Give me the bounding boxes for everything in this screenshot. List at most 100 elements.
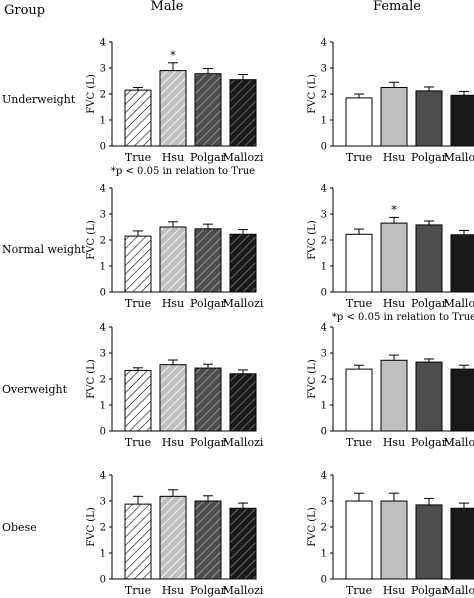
y-tick-label: 3: [100, 210, 106, 221]
y-axis-label: FVC (L): [307, 220, 318, 260]
y-tick-label: 1: [100, 401, 106, 412]
y-axis-label: FVC (L): [86, 220, 97, 260]
x-tick-label-true: True: [346, 297, 372, 310]
x-tick-label-polgar: Polgar: [411, 436, 448, 449]
y-tick-label: 1: [321, 549, 327, 560]
x-tick-label-hsu: Hsu: [383, 297, 405, 310]
y-tick-label: 0: [321, 575, 327, 586]
bar-polgar: [194, 73, 222, 147]
x-tick-label-mallozi: Mallozi: [223, 584, 264, 597]
significance-note: *p < 0.05 in relation to True: [111, 166, 255, 177]
y-tick-label: 4: [321, 38, 327, 49]
bar-true: [124, 89, 152, 147]
bar-mallozi: [229, 373, 257, 432]
bar-polgar: [415, 224, 443, 293]
y-tick-label: 4: [100, 471, 106, 482]
x-tick-label-hsu: Hsu: [383, 584, 405, 597]
y-axis-label: FVC (L): [86, 507, 97, 547]
bar-hsu: [380, 222, 408, 293]
y-tick-label: 3: [321, 349, 327, 360]
bar-hsu: [380, 359, 408, 432]
y-tick-label: 1: [321, 262, 327, 273]
row-label-normal-weight: Normal weight: [2, 243, 86, 256]
bar-mallozi: [229, 507, 257, 580]
y-tick-label: 1: [100, 549, 106, 560]
bar-hsu: [159, 364, 187, 432]
y-tick-label: 2: [100, 90, 106, 101]
bar-true: [124, 369, 152, 432]
row-label-obese: Obese: [2, 521, 37, 534]
y-tick-label: 4: [321, 323, 327, 334]
bar-true: [124, 503, 152, 580]
x-tick-label-hsu: Hsu: [383, 436, 405, 449]
x-tick-label-hsu: Hsu: [162, 151, 184, 164]
header-female: Female: [373, 0, 421, 14]
y-tick-label: 3: [100, 64, 106, 75]
x-tick-label-polgar: Polgar: [190, 584, 227, 597]
y-tick-label: 1: [100, 262, 106, 273]
x-tick-label-true: True: [125, 436, 151, 449]
x-tick-label-polgar: Polgar: [411, 297, 448, 310]
y-tick-label: 3: [100, 349, 106, 360]
bar-true: [345, 233, 373, 293]
bar-polgar: [415, 504, 443, 580]
significance-marker: *: [391, 203, 397, 216]
bar-polgar: [415, 90, 443, 147]
header-group: Group: [4, 3, 45, 18]
y-tick-label: 2: [100, 236, 106, 247]
bar-true: [124, 235, 152, 293]
y-tick-label: 0: [100, 288, 106, 299]
bar-hsu: [159, 495, 187, 580]
y-tick-label: 4: [100, 184, 106, 195]
y-tick-label: 0: [321, 427, 327, 438]
x-tick-label-mallozi: Mallozi: [444, 436, 474, 449]
significance-marker: *: [170, 49, 176, 62]
row-label-overweight: Overweight: [2, 383, 68, 396]
y-tick-label: 2: [321, 90, 327, 101]
x-tick-label-mallozi: Mallozi: [223, 151, 264, 164]
x-tick-label-true: True: [346, 436, 372, 449]
x-tick-label-hsu: Hsu: [162, 584, 184, 597]
bar-hsu: [159, 226, 187, 293]
x-tick-label-mallozi: Mallozi: [223, 436, 264, 449]
x-tick-label-hsu: Hsu: [383, 151, 405, 164]
bar-true: [345, 97, 373, 147]
x-tick-label-hsu: Hsu: [162, 436, 184, 449]
y-axis-label: FVC (L): [307, 74, 318, 114]
x-tick-label-polgar: Polgar: [190, 436, 227, 449]
x-tick-label-true: True: [125, 151, 151, 164]
y-axis-label: FVC (L): [307, 359, 318, 399]
bar-mallozi: [450, 234, 474, 293]
x-tick-label-polgar: Polgar: [411, 584, 448, 597]
y-axis-label: FVC (L): [86, 359, 97, 399]
x-tick-label-polgar: Polgar: [411, 151, 448, 164]
x-tick-label-mallozi: Mallozi: [223, 297, 264, 310]
x-tick-label-mallozi: Mallozi: [444, 584, 474, 597]
y-tick-label: 0: [321, 288, 327, 299]
y-tick-label: 1: [100, 116, 106, 127]
x-tick-label-true: True: [125, 584, 151, 597]
y-tick-label: 0: [100, 575, 106, 586]
y-axis-label: FVC (L): [307, 507, 318, 547]
x-tick-label-mallozi: Mallozi: [444, 151, 474, 164]
y-tick-label: 4: [321, 471, 327, 482]
significance-note: *p < 0.05 in relation to True: [332, 312, 474, 323]
y-tick-label: 3: [321, 210, 327, 221]
y-tick-label: 4: [100, 323, 106, 334]
x-tick-label-hsu: Hsu: [162, 297, 184, 310]
x-tick-label-true: True: [346, 151, 372, 164]
y-tick-label: 3: [321, 497, 327, 508]
y-tick-label: 0: [100, 427, 106, 438]
bar-hsu: [380, 500, 408, 580]
y-tick-label: 2: [321, 523, 327, 534]
y-tick-label: 2: [100, 375, 106, 386]
bar-mallozi: [450, 368, 474, 432]
x-tick-label-mallozi: Mallozi: [444, 297, 474, 310]
